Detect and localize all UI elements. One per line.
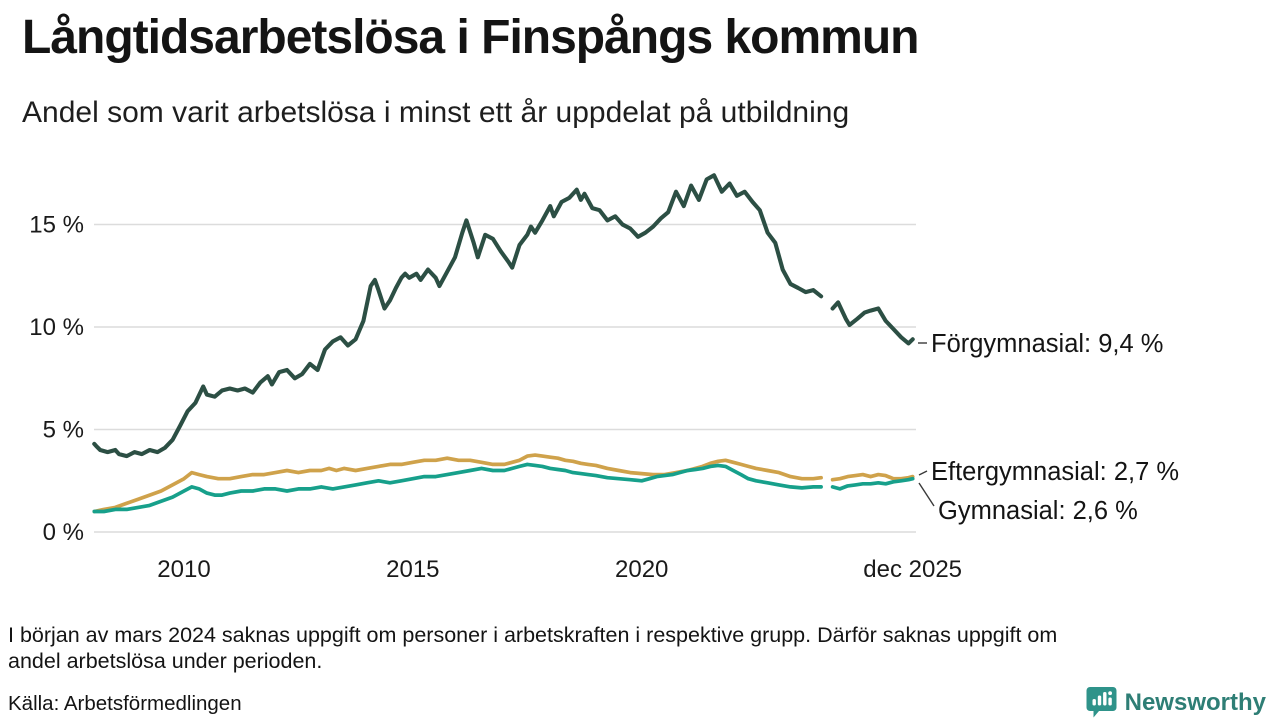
footnote: I början av mars 2024 saknas uppgift om … [8,622,1268,674]
newsworthy-logo: Newsworthy [1086,686,1266,719]
footnote-line: I början av mars 2024 saknas uppgift om … [8,623,1058,647]
series-end-label-eftergymnasial: Eftergymnasial: 2,7 % [931,458,1179,486]
label-connector [918,482,935,507]
series-line-eftergymnasial [92,453,915,514]
x-tick-label: dec 2025 [863,556,962,583]
newsworthy-logo-icon [1086,687,1117,718]
x-tick-label: 2010 [157,556,210,583]
series-line-förgymnasial [92,173,915,459]
y-tick-label: 15 % [29,212,84,239]
newsworthy-logo-text: Newsworthy [1124,688,1266,716]
y-tick-label: 10 % [29,314,84,341]
series-line-gymnasial [92,462,915,514]
label-connector [918,470,928,476]
y-tick-label: 5 % [43,417,84,444]
series-end-label-gymnasial: Gymnasial: 2,6 % [938,497,1138,525]
y-tick-label: 0 % [43,519,84,546]
source-note: Källa: Arbetsförmedlingen [8,692,242,715]
page-subtitle: Andel som varit arbetslösa i minst ett å… [22,96,850,129]
footnote-line: andel arbetslösa under perioden. [8,649,323,673]
page-title: Långtidsarbetslösa i Finspångs kommun [22,11,919,64]
series-end-label-förgymnasial: Förgymnasial: 9,4 % [931,330,1163,358]
x-tick-label: 2020 [615,556,668,583]
x-tick-label: 2015 [386,556,439,583]
